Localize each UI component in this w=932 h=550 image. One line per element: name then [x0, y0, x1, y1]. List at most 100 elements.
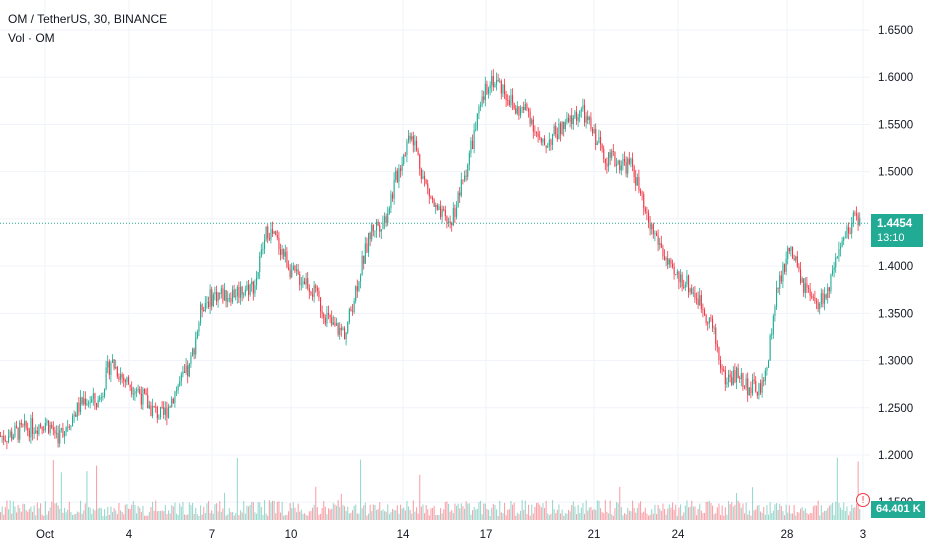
volume-bar — [235, 513, 237, 520]
volume-bar — [801, 506, 803, 520]
volume-bar — [804, 508, 806, 520]
volume-bar — [158, 511, 160, 520]
alert-icon[interactable]: ! — [856, 493, 870, 507]
volume-bar — [70, 511, 72, 520]
candle-body — [587, 116, 589, 120]
volume-bar — [563, 515, 565, 520]
volume-bar — [57, 505, 59, 520]
candle-body — [280, 249, 282, 255]
candle-body — [57, 432, 59, 444]
candle-body — [132, 394, 134, 395]
volume-bar — [76, 511, 78, 520]
y-tick-label: 1.2000 — [878, 450, 913, 462]
volume-bar — [785, 504, 787, 520]
volume-bar — [596, 500, 598, 520]
volume-bar — [852, 507, 854, 520]
volume-bar — [625, 514, 627, 520]
candle-body — [240, 286, 242, 298]
candle-body — [515, 108, 517, 114]
volume-legend[interactable]: Vol · OM — [8, 31, 55, 45]
candle-body — [779, 275, 781, 289]
volume-bar — [729, 504, 731, 520]
volume-bar — [748, 510, 750, 520]
candle-body — [249, 284, 251, 295]
volume-bar — [745, 502, 747, 520]
candle-body — [638, 177, 640, 191]
volume-bar — [731, 501, 733, 520]
volume-bar — [424, 513, 426, 520]
volume-bar — [699, 503, 701, 520]
volume-bar — [62, 512, 64, 520]
candle-body — [820, 293, 822, 304]
volume-bar — [723, 515, 725, 520]
candle-body — [728, 374, 730, 383]
candle-body — [291, 270, 293, 278]
candle-body — [283, 249, 285, 257]
volume-bar — [704, 512, 706, 520]
volume-bar — [508, 509, 510, 520]
volume-bar — [513, 502, 515, 520]
candle-body — [856, 213, 858, 216]
volume-bar — [73, 514, 75, 520]
volume-bar — [553, 509, 555, 520]
candle-body — [788, 247, 790, 252]
candle-body — [539, 136, 541, 138]
candle-body — [368, 232, 370, 253]
candle-body — [369, 232, 371, 240]
volume-bar — [520, 510, 522, 520]
volume-bar — [817, 500, 819, 520]
volume-bar — [521, 500, 523, 520]
volume-bar — [132, 501, 134, 520]
candle-body — [444, 210, 446, 217]
candle-body — [140, 393, 142, 405]
candle-body — [585, 116, 587, 123]
candle-body — [48, 420, 50, 433]
volume-bar — [468, 503, 470, 520]
candle-body — [796, 256, 798, 267]
candle-body — [76, 402, 78, 417]
candle-body — [524, 104, 526, 110]
candle-body — [248, 284, 250, 295]
candle-body — [656, 233, 658, 236]
volume-bar — [136, 513, 138, 520]
symbol-title[interactable]: OM / TetherUS, 30, BINANCE — [8, 12, 168, 26]
candle-body — [94, 393, 96, 404]
volume-bar — [457, 503, 459, 520]
candle-body — [8, 436, 10, 443]
candle-body — [352, 311, 354, 313]
candle-body — [16, 425, 18, 428]
volume-bar — [385, 511, 387, 520]
candle-body — [356, 286, 358, 291]
volume-bar — [284, 514, 286, 520]
volume-bar — [857, 461, 859, 520]
candle-body — [782, 264, 784, 282]
volume-bar — [360, 459, 362, 520]
candle-body — [179, 381, 181, 386]
candle-body — [723, 369, 725, 371]
candle-body — [598, 137, 600, 144]
volume-bar — [278, 501, 280, 520]
volume-bar — [216, 503, 218, 520]
volume-bar — [52, 459, 54, 520]
candle-body — [708, 317, 710, 324]
candle-body — [96, 403, 98, 408]
volume-bar — [668, 504, 670, 520]
candle-body — [843, 237, 845, 241]
y-tick-label: 1.4000 — [878, 261, 913, 273]
candle-body — [857, 215, 859, 226]
candle-body — [409, 135, 411, 140]
volume-bar — [587, 510, 589, 520]
candle-body — [662, 247, 664, 257]
volume-bar — [558, 504, 560, 520]
candle-body — [241, 286, 243, 295]
candle-body — [139, 389, 141, 394]
candle-body — [99, 397, 101, 401]
candle-body — [353, 300, 355, 312]
volume-bar — [243, 501, 245, 520]
volume-bar — [790, 513, 792, 520]
volume-bar — [803, 510, 805, 520]
volume-bar — [782, 511, 784, 520]
candle-body — [715, 327, 717, 345]
volume-bar — [104, 509, 106, 520]
